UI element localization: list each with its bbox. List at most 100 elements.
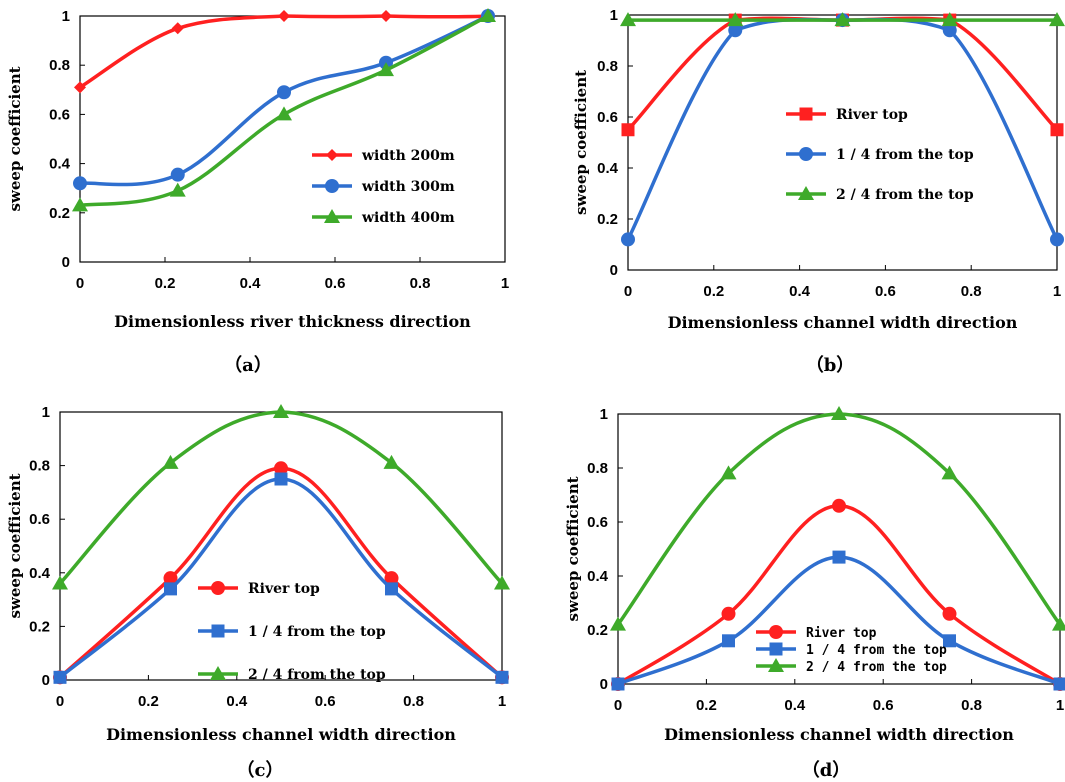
series-line (58, 410, 504, 586)
data-point (384, 571, 399, 586)
y-tick-label: 0.6 (587, 514, 608, 531)
data-point (943, 634, 956, 648)
data-point (720, 465, 737, 480)
data-point (620, 12, 636, 27)
y-tick-label: 0.4 (587, 568, 609, 585)
legend-marker (326, 149, 338, 161)
legend-label: 1 / 4 from the top (248, 624, 386, 640)
series-1-4-from-the-top (611, 550, 1065, 691)
data-point (831, 406, 847, 420)
data-point (942, 606, 957, 621)
x-axis-label: Dimensionless channel width direction (106, 725, 456, 744)
legend-marker (211, 581, 225, 595)
legend-label: 2 / 4 from the top (836, 187, 974, 203)
data-point (727, 12, 744, 27)
y-tick-label: 0.4 (597, 160, 619, 177)
data-point (1050, 123, 1064, 137)
panel-caption: （d） (802, 760, 851, 781)
x-tick-label: 0.2 (155, 275, 176, 292)
data-point (383, 454, 400, 469)
x-tick-label: 0 (76, 275, 84, 292)
y-tick-label: 1 (600, 406, 608, 423)
y-tick-label: 0.6 (29, 511, 50, 528)
legend-marker (211, 624, 225, 638)
data-point (385, 582, 398, 596)
data-point (52, 575, 68, 590)
legend-label: River top (836, 107, 908, 123)
x-axis-label: Dimensionless channel width direction (668, 313, 1018, 332)
data-point (941, 465, 958, 480)
panel-caption: （a） (224, 355, 272, 376)
legend-marker (768, 658, 784, 672)
series-line (58, 477, 504, 680)
data-point (941, 12, 958, 27)
chart-panel-d: 0 0.2 0.4 0.6 0.8 1 0 0.2 0.4 0.6 0.8 1 Dimensionles… (564, 406, 1065, 781)
chart-panel-b: 0 0.2 0.4 0.6 0.8 1 0 0.2 0.4 0.6 0.8 1 Dimensionles… (572, 7, 1065, 376)
y-tick-label: 0.2 (29, 618, 50, 635)
series-line (626, 17, 1059, 242)
legend: width 200m width 300m width 400m (312, 148, 455, 226)
x-tick-label: 0.4 (784, 697, 806, 714)
series-1-4-from-the-top (53, 472, 509, 684)
data-point (171, 22, 184, 35)
legend-label: 2 / 4 from the top (806, 660, 947, 675)
data-point (1050, 232, 1064, 247)
series-width-200m (74, 10, 494, 94)
data-point (611, 677, 625, 691)
y-tick-label: 0.8 (587, 460, 608, 477)
x-axis-label: Dimensionless river thickness direction (114, 312, 471, 331)
x-tick-label: 1 (1053, 283, 1061, 300)
y-tick-label: 1 (62, 8, 70, 25)
legend-marker (325, 179, 339, 193)
x-tick-label: 1 (1056, 697, 1064, 714)
data-point (494, 575, 510, 590)
legend-marker (324, 209, 340, 223)
series-2-4-from-the-top (620, 12, 1065, 27)
legend: River top 1 / 4 from the top 2 / 4 from th… (756, 625, 947, 675)
legend-label: River top (248, 581, 320, 597)
data-point (621, 123, 635, 137)
data-point (1053, 677, 1065, 691)
data-point (834, 12, 851, 27)
data-point (276, 106, 292, 121)
series-line (58, 466, 504, 680)
legend-label: width 400m (361, 210, 455, 226)
data-point (380, 10, 392, 22)
series-line (78, 14, 490, 90)
legend-label: 2 / 4 from the top (248, 667, 386, 683)
legend: River top 1 / 4 from the top 2 / 4 from th… (786, 107, 974, 203)
x-axis-label: Dimensionless channel width direction (664, 725, 1014, 744)
legend-marker (798, 186, 814, 200)
data-point (942, 23, 957, 38)
y-tick-label: 0 (62, 254, 70, 271)
y-tick-label: 0.4 (29, 565, 51, 582)
panel-caption: （c） (237, 760, 284, 781)
series-line (616, 412, 1062, 627)
x-tick-label: 0 (56, 693, 64, 710)
y-tick-label: 0.6 (597, 109, 618, 126)
data-point (832, 550, 846, 564)
x-tick-label: 0.2 (703, 283, 724, 300)
legend-label: width 200m (361, 148, 455, 164)
data-point (72, 197, 88, 212)
x-tick-label: 0.6 (875, 283, 896, 300)
y-tick-label: 0.2 (597, 211, 618, 228)
chart-panel-c: 0 0.2 0.4 0.6 0.8 1 0 0.2 0.4 0.6 0.8 1 Dimensionles… (6, 404, 510, 781)
data-point (73, 176, 87, 191)
data-point (728, 23, 743, 38)
x-tick-label: 0.2 (138, 693, 159, 710)
y-tick-label: 0.8 (29, 458, 50, 475)
y-tick-label: 1 (610, 7, 618, 24)
x-tick-label: 1 (501, 275, 509, 292)
data-point (621, 232, 635, 247)
x-tick-label: 1 (498, 693, 506, 710)
legend-label: 1 / 4 from the top (806, 643, 947, 658)
x-tick-label: 0.4 (226, 693, 248, 710)
y-tick-label: 1 (42, 404, 50, 421)
legend-label: 1 / 4 from the top (836, 147, 974, 163)
legend-marker (769, 625, 783, 639)
x-tick-label: 0.6 (315, 693, 336, 710)
y-tick-label: 0.8 (49, 57, 70, 74)
data-point (1052, 616, 1065, 631)
data-point (53, 670, 67, 684)
